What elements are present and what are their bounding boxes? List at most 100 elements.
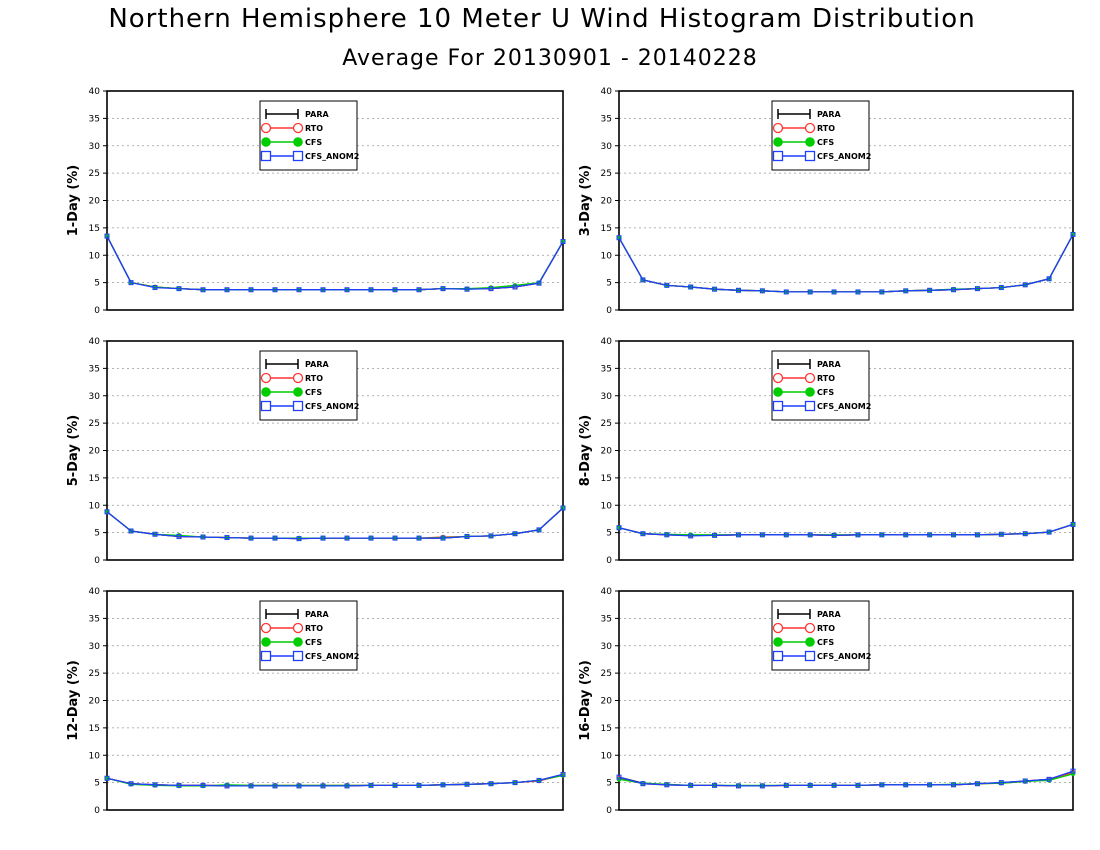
legend-marker <box>805 137 815 147</box>
legend-marker <box>260 650 272 662</box>
data-point-2 <box>152 782 158 788</box>
data-point-3 <box>688 284 694 290</box>
y-tick-label: 0 <box>606 306 612 316</box>
legend-label: CFS <box>305 388 322 397</box>
legend-item-cfs: CFS <box>773 137 834 147</box>
data-point-16 <box>488 781 494 787</box>
legend-label: CFS_ANOM2 <box>305 152 359 161</box>
data-point-3 <box>176 533 182 539</box>
data-point-15 <box>464 533 470 539</box>
legend-item-cfs_anom2: CFS_ANOM2 <box>260 150 359 162</box>
data-point-1 <box>640 277 646 283</box>
legend-label: CFS <box>305 638 322 647</box>
legend-item-cfs_anom2: CFS_ANOM2 <box>260 400 359 412</box>
y-axis-label: 3-Day (%) <box>578 165 593 237</box>
y-tick-label: 10 <box>601 251 613 261</box>
panel-2: 0 5 10 15 20 25 30 35 40 3-Day (%) PARA RTO CFS CFS_A… <box>578 87 1076 316</box>
data-point-2 <box>664 782 670 788</box>
series-line <box>106 507 564 540</box>
legend-item-para: PARA <box>777 359 841 369</box>
data-point-5 <box>224 783 230 789</box>
y-tick-label: 0 <box>94 306 100 316</box>
legend-marker <box>773 637 783 647</box>
data-point-11 <box>879 532 885 538</box>
legend-item-rto: RTO <box>772 122 835 134</box>
data-point-1 <box>640 531 646 537</box>
legend-marker <box>804 622 816 634</box>
legend-marker <box>293 137 303 147</box>
y-tick-label: 10 <box>89 251 101 261</box>
legend-label: RTO <box>305 624 323 633</box>
series-line <box>618 773 1074 787</box>
legend-marker <box>772 150 784 162</box>
data-point-18 <box>536 777 542 783</box>
data-point-2 <box>664 282 670 288</box>
data-point-3 <box>688 533 694 539</box>
series-line <box>106 235 564 291</box>
data-point-2 <box>664 532 670 538</box>
legend-label: RTO <box>817 124 835 133</box>
y-axis-label: 8-Day (%) <box>578 415 593 487</box>
legend-marker <box>292 372 304 384</box>
data-point-0 <box>104 509 110 515</box>
legend-label: CFS <box>817 138 834 147</box>
legend-marker <box>773 137 783 147</box>
data-point-1 <box>128 781 134 787</box>
data-point-2 <box>152 531 158 537</box>
data-point-13 <box>927 532 933 538</box>
y-tick-label: 10 <box>89 501 101 511</box>
series-line <box>618 770 1074 787</box>
data-point-18 <box>1046 776 1052 782</box>
data-point-5 <box>735 783 741 789</box>
data-point-9 <box>831 289 837 295</box>
data-point-12 <box>903 288 909 294</box>
y-tick-label: 30 <box>601 642 613 652</box>
legend-marker <box>772 122 784 134</box>
legend-marker <box>772 622 784 634</box>
data-point-7 <box>272 535 278 541</box>
y-tick-label: 5 <box>606 529 612 539</box>
legend-marker <box>292 150 304 162</box>
series-cfs_anom2 <box>104 505 566 542</box>
panel-6: 0 5 10 15 20 25 30 35 40 16-Day (%) PARA RTO CFS CFS_… <box>578 587 1076 816</box>
legend-box <box>771 350 870 421</box>
series-line <box>618 523 1074 537</box>
legend-item-cfs: CFS <box>261 137 322 147</box>
legend-label: CFS <box>305 138 322 147</box>
y-tick-label: 5 <box>606 779 612 789</box>
data-point-19 <box>1070 768 1076 774</box>
y-tick-label: 35 <box>89 114 100 124</box>
data-point-14 <box>440 286 446 292</box>
legend-marker <box>772 400 784 412</box>
legend-item-cfs_anom2: CFS_ANOM2 <box>772 650 871 662</box>
y-tick-label: 0 <box>94 556 100 566</box>
legend-item-para: PARA <box>265 359 329 369</box>
y-tick-label: 15 <box>601 724 612 734</box>
series-para <box>618 233 1074 293</box>
y-tick-label: 0 <box>606 806 612 816</box>
data-point-6 <box>759 532 765 538</box>
data-point-14 <box>951 287 957 293</box>
y-tick-label: 30 <box>89 642 101 652</box>
data-point-11 <box>368 782 374 788</box>
data-point-11 <box>879 289 885 295</box>
data-point-13 <box>416 535 422 541</box>
legend-marker <box>804 150 816 162</box>
legend-item-cfs: CFS <box>261 637 322 647</box>
data-point-12 <box>903 532 909 538</box>
data-point-9 <box>831 782 837 788</box>
y-tick-label: 30 <box>601 392 613 402</box>
series-line <box>618 234 1074 293</box>
legend-marker <box>805 387 815 397</box>
data-point-12 <box>903 782 909 788</box>
legend-item-cfs: CFS <box>261 387 322 397</box>
data-point-0 <box>104 233 110 239</box>
legend-label: RTO <box>817 624 835 633</box>
y-tick-label: 30 <box>89 392 101 402</box>
series-line <box>106 507 564 540</box>
legend-item-cfs_anom2: CFS_ANOM2 <box>772 150 871 162</box>
series-line <box>106 235 564 291</box>
data-point-11 <box>368 535 374 541</box>
legend-marker <box>261 637 271 647</box>
y-tick-label: 40 <box>601 87 613 97</box>
